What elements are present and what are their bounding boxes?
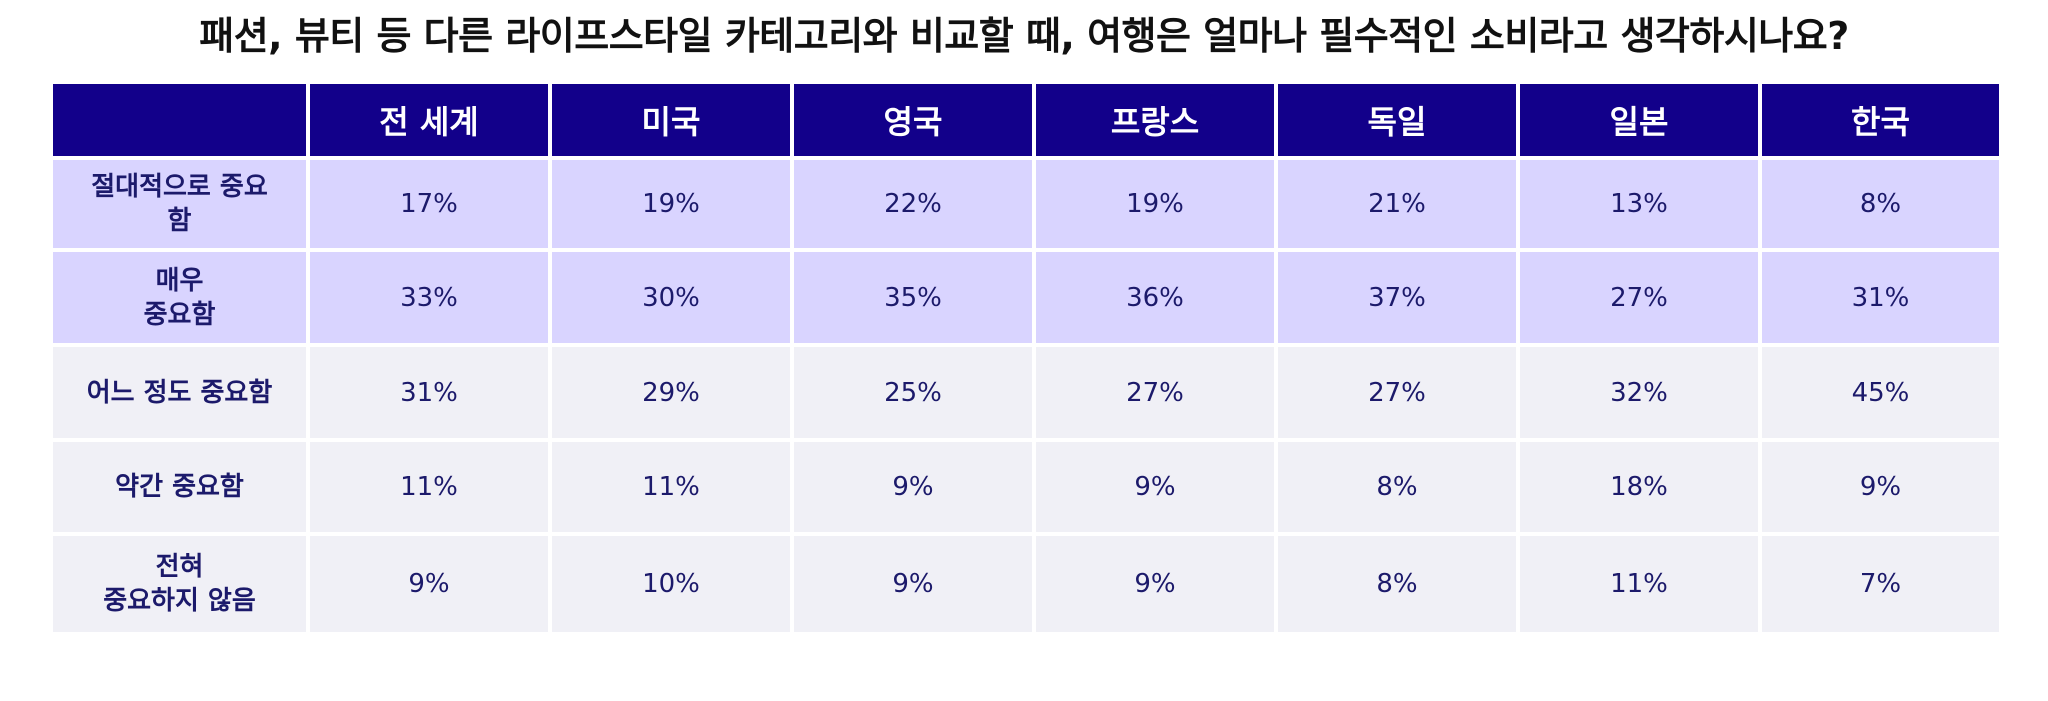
- value-cell-japan: 27%: [1520, 252, 1758, 343]
- row-label: 매우 중요함: [53, 252, 306, 343]
- value-cell-germany: 37%: [1278, 252, 1516, 343]
- row-not-important: 전혀 중요하지 않음 9% 10% 9% 9% 8% 11% 7%: [53, 536, 1999, 632]
- value-cell-korea: 31%: [1762, 252, 1999, 343]
- value-cell-france: 9%: [1036, 536, 1274, 632]
- value-cell-france: 9%: [1036, 442, 1274, 532]
- value-cell-uk: 35%: [794, 252, 1032, 343]
- value-cell-uk: 9%: [794, 536, 1032, 632]
- header-global: 전 세계: [310, 84, 548, 156]
- header-germany: 독일: [1278, 84, 1516, 156]
- header-uk: 영국: [794, 84, 1032, 156]
- header-france: 프랑스: [1036, 84, 1274, 156]
- header-usa: 미국: [552, 84, 790, 156]
- value-cell-global: 11%: [310, 442, 548, 532]
- value-cell-japan: 32%: [1520, 347, 1758, 438]
- value-cell-france: 36%: [1036, 252, 1274, 343]
- value-cell-korea: 7%: [1762, 536, 1999, 632]
- row-label: 약간 중요함: [53, 442, 306, 532]
- value-cell-usa: 29%: [552, 347, 790, 438]
- row-label: 전혀 중요하지 않음: [53, 536, 306, 632]
- value-cell-japan: 18%: [1520, 442, 1758, 532]
- header-japan: 일본: [1520, 84, 1758, 156]
- value-cell-korea: 8%: [1762, 160, 1999, 248]
- row-label: 어느 정도 중요함: [53, 347, 306, 438]
- value-cell-usa: 11%: [552, 442, 790, 532]
- value-cell-uk: 22%: [794, 160, 1032, 248]
- data-table: 전 세계 미국 영국 프랑스 독일 일본 한국 절대적으로 중요 함 17% 19%…: [49, 80, 2003, 636]
- value-cell-uk: 25%: [794, 347, 1032, 438]
- value-cell-japan: 11%: [1520, 536, 1758, 632]
- chart-title: 패션, 뷰티 등 다른 라이프스타일 카테고리와 비교할 때, 여행은 얼마나 …: [0, 8, 2048, 64]
- table-body: 절대적으로 중요 함 17% 19% 22% 19% 21% 13% 8% 매우 중요함 33% 3…: [53, 160, 1999, 632]
- value-cell-global: 33%: [310, 252, 548, 343]
- value-cell-france: 27%: [1036, 347, 1274, 438]
- row-label: 절대적으로 중요 함: [53, 160, 306, 248]
- header-corner-cell: [53, 84, 306, 156]
- value-cell-korea: 45%: [1762, 347, 1999, 438]
- value-cell-japan: 13%: [1520, 160, 1758, 248]
- value-cell-germany: 21%: [1278, 160, 1516, 248]
- row-very-important: 매우 중요함 33% 30% 35% 36% 37% 27% 31%: [53, 252, 1999, 343]
- value-cell-france: 19%: [1036, 160, 1274, 248]
- value-cell-usa: 19%: [552, 160, 790, 248]
- value-cell-usa: 30%: [552, 252, 790, 343]
- value-cell-germany: 8%: [1278, 536, 1516, 632]
- value-cell-germany: 8%: [1278, 442, 1516, 532]
- value-cell-usa: 10%: [552, 536, 790, 632]
- value-cell-global: 9%: [310, 536, 548, 632]
- value-cell-uk: 9%: [794, 442, 1032, 532]
- value-cell-global: 31%: [310, 347, 548, 438]
- header-korea: 한국: [1762, 84, 1999, 156]
- value-cell-germany: 27%: [1278, 347, 1516, 438]
- value-cell-global: 17%: [310, 160, 548, 248]
- header-row: 전 세계 미국 영국 프랑스 독일 일본 한국: [53, 84, 1999, 156]
- row-absolutely-important: 절대적으로 중요 함 17% 19% 22% 19% 21% 13% 8%: [53, 160, 1999, 248]
- row-slightly-important: 약간 중요함 11% 11% 9% 9% 8% 18% 9%: [53, 442, 1999, 532]
- value-cell-korea: 9%: [1762, 442, 1999, 532]
- row-somewhat-important: 어느 정도 중요함 31% 29% 25% 27% 27% 32% 45%: [53, 347, 1999, 438]
